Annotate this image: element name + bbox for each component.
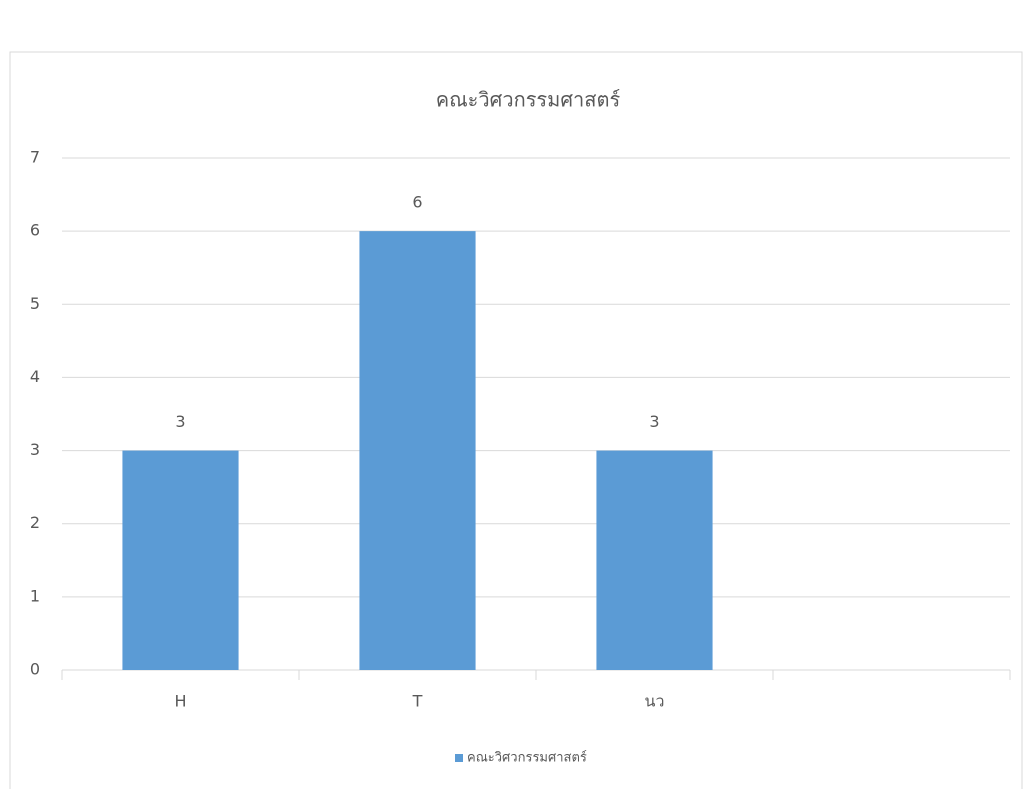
y-tick-label: 7 [30, 148, 40, 167]
x-tick-label: T [412, 692, 423, 711]
x-tick-label: H [174, 692, 186, 711]
y-tick-label: 2 [30, 513, 40, 532]
bar [596, 450, 713, 670]
chart-title: คณะวิศวกรรมศาสตร์ [436, 88, 621, 112]
y-tick-label: 4 [30, 367, 40, 386]
x-tick-label: นว [645, 692, 665, 711]
y-tick-label: 3 [30, 440, 40, 459]
data-label: 3 [649, 412, 659, 431]
data-label: 3 [175, 412, 185, 431]
y-tick-label: 1 [30, 586, 40, 605]
bar [359, 231, 476, 670]
legend-label: คณะวิศวกรรมศาสตร์ [467, 750, 587, 766]
y-tick-label: 5 [30, 294, 40, 313]
y-tick-label: 0 [30, 660, 40, 679]
bar [122, 450, 239, 670]
legend-swatch [455, 754, 463, 762]
data-label: 6 [412, 193, 422, 212]
chart-frame [9, 51, 1023, 789]
y-tick-label: 6 [30, 221, 40, 240]
